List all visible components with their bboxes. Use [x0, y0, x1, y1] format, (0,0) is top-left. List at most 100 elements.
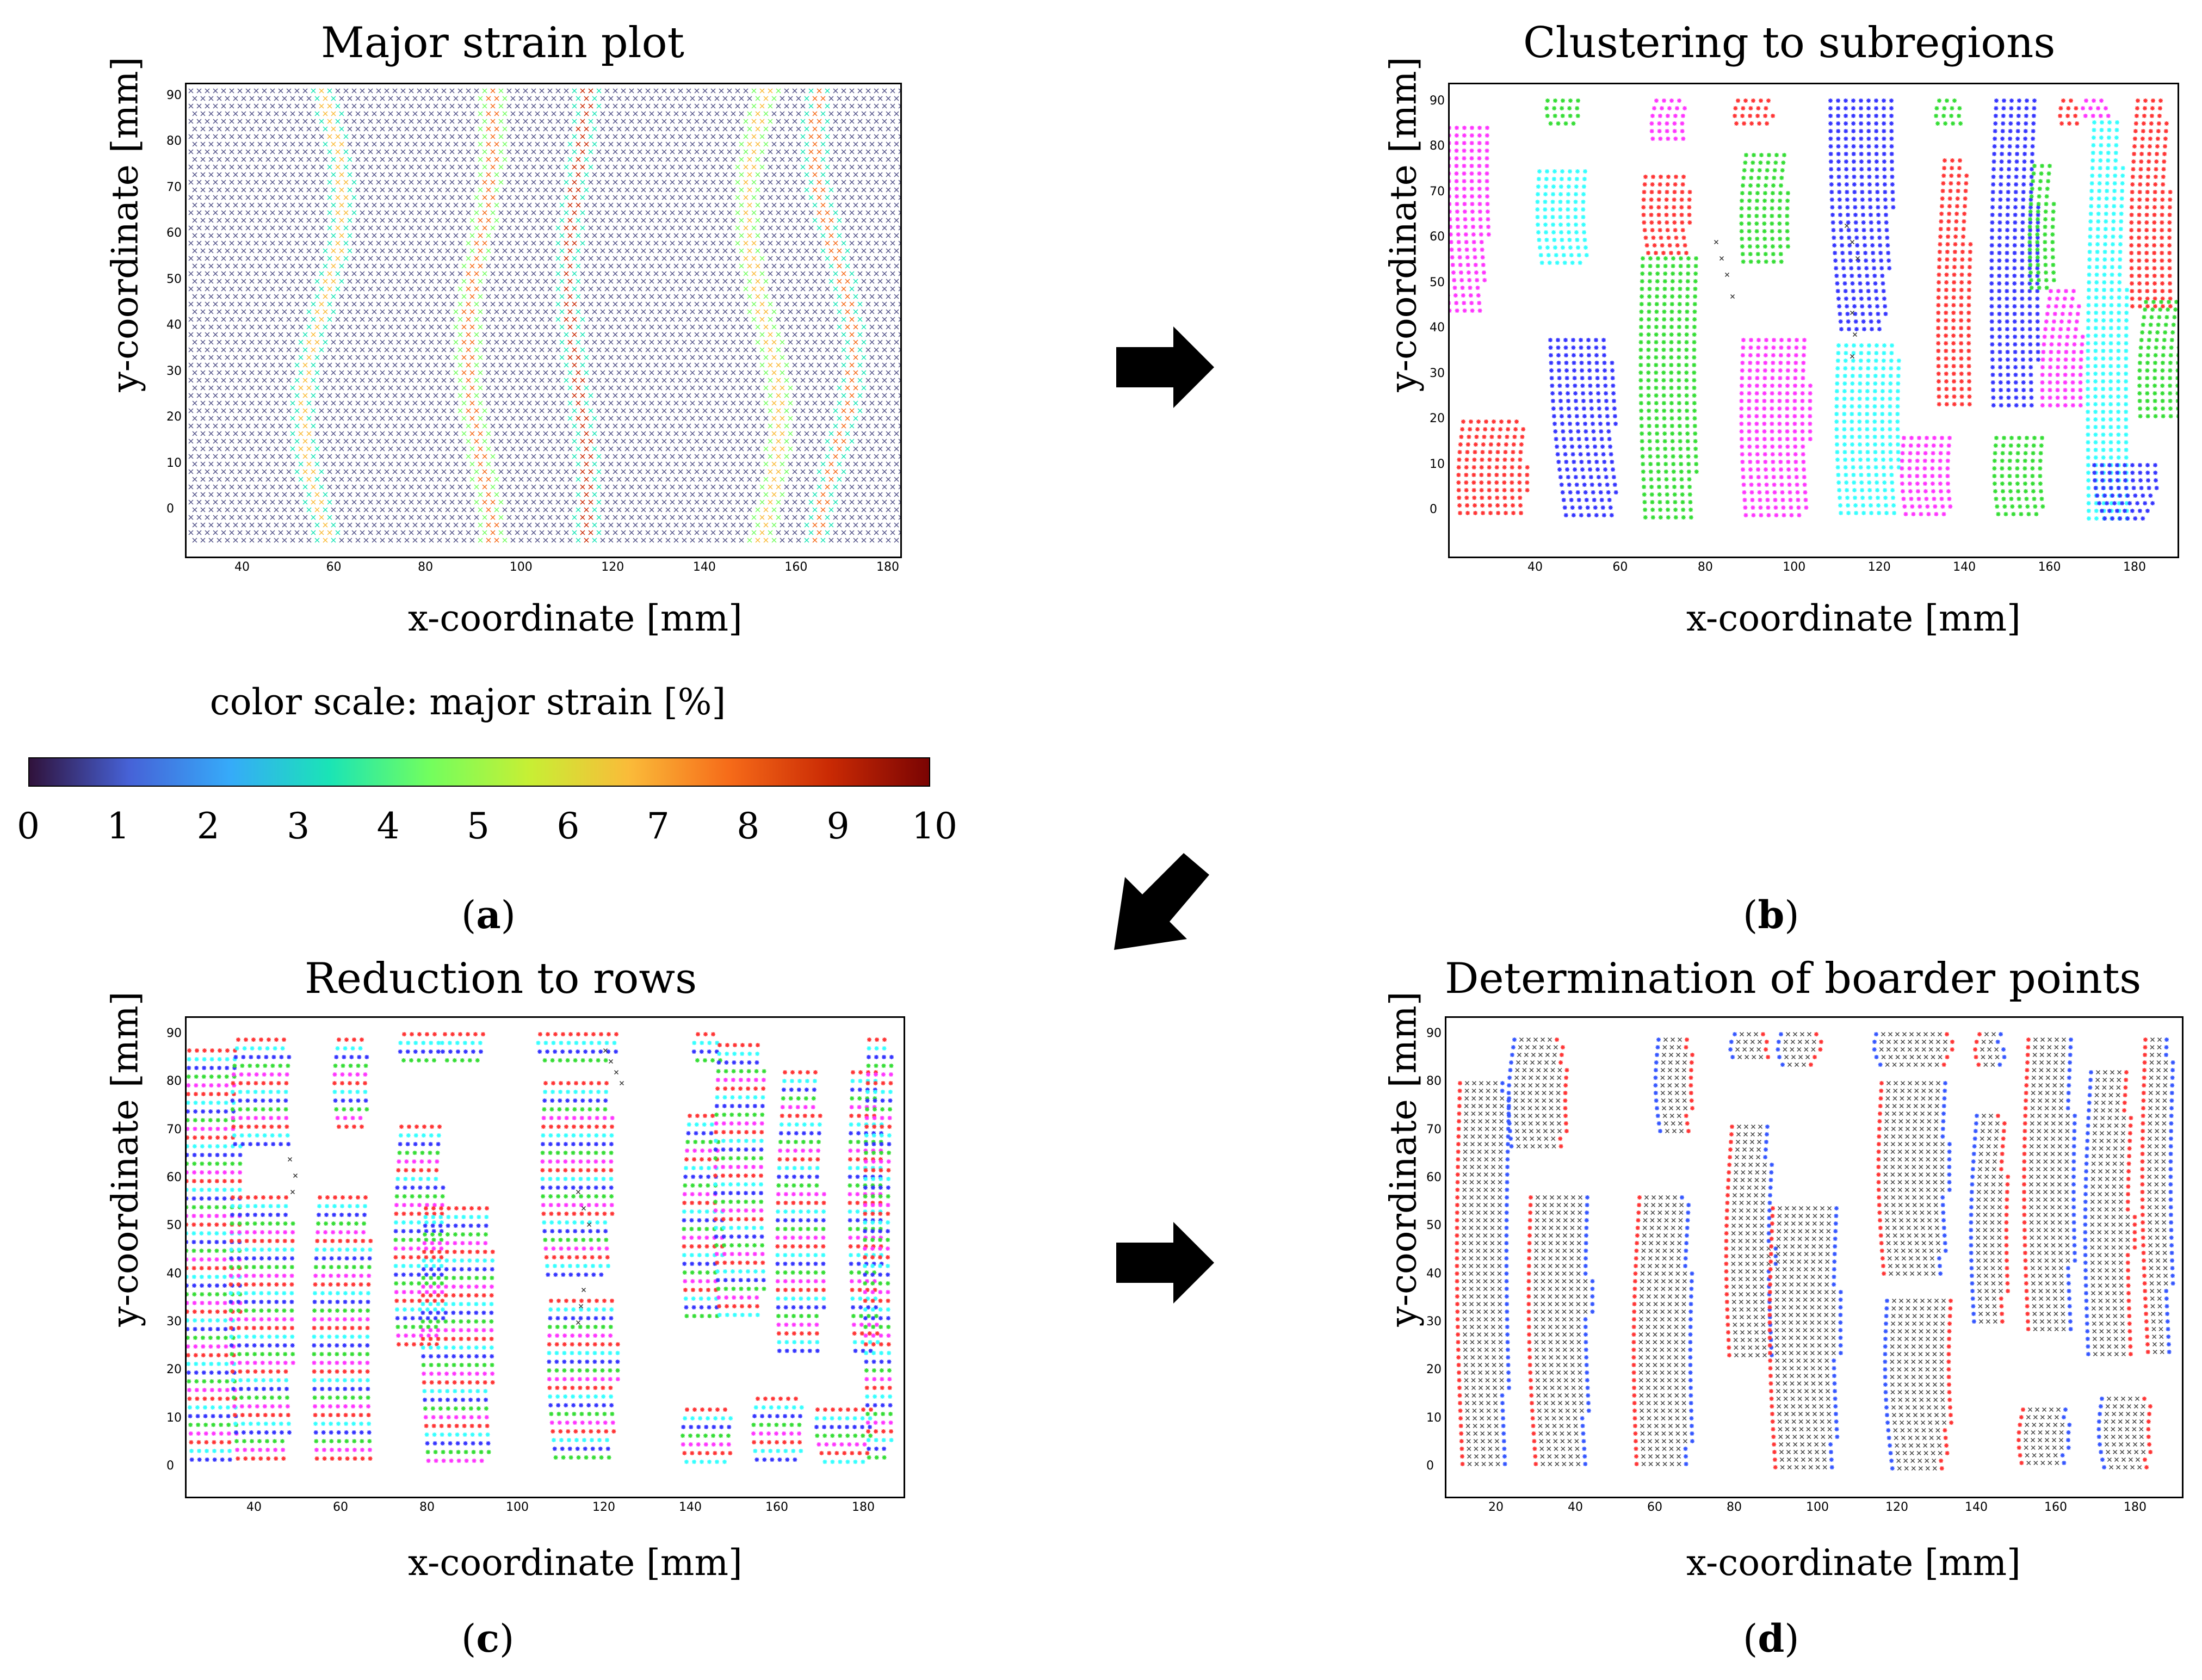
strain-marker	[461, 202, 467, 208]
strain-marker	[469, 461, 475, 467]
strain-marker	[670, 119, 675, 124]
strain-marker	[294, 88, 300, 94]
strain-marker	[857, 484, 863, 490]
strain-marker	[604, 164, 610, 170]
strain-marker	[621, 119, 626, 124]
strain-marker	[776, 423, 781, 429]
strain-marker	[294, 103, 300, 109]
strain-marker	[572, 515, 577, 520]
strain-marker	[298, 324, 304, 330]
strain-marker	[719, 286, 724, 292]
strain-marker	[894, 446, 899, 452]
strain-marker	[302, 195, 308, 200]
strain-marker	[784, 423, 789, 429]
strain-marker	[763, 355, 769, 360]
strain-marker	[306, 492, 312, 497]
strain-marker	[270, 164, 275, 170]
strain-marker	[865, 195, 871, 200]
strain-marker	[792, 454, 797, 459]
strain-marker	[262, 393, 267, 398]
strain-marker	[869, 324, 875, 330]
strain-marker	[600, 370, 605, 375]
strain-marker	[710, 454, 716, 459]
strain-marker	[221, 378, 226, 383]
strain-marker	[498, 362, 504, 368]
strain-marker	[828, 126, 834, 132]
strain-marker	[217, 492, 222, 497]
strain-marker	[694, 484, 700, 490]
strain-marker	[278, 103, 283, 109]
strain-marker	[653, 271, 659, 276]
strain-marker	[200, 294, 206, 299]
strain-marker	[657, 141, 663, 147]
strain-marker	[743, 134, 749, 139]
strain-marker	[241, 248, 246, 254]
strain-marker	[784, 469, 789, 474]
strain-marker	[200, 477, 206, 482]
strain-marker	[535, 309, 540, 314]
strain-marker	[510, 446, 516, 452]
strain-marker	[253, 286, 259, 292]
strain-marker	[192, 355, 197, 360]
strain-marker	[776, 286, 781, 292]
strain-marker	[339, 248, 344, 254]
strain-marker	[613, 164, 618, 170]
strain-marker	[572, 119, 577, 124]
strain-marker	[719, 164, 724, 170]
strain-marker	[841, 454, 846, 459]
strain-marker	[343, 484, 349, 490]
strain-marker	[327, 210, 332, 215]
strain-marker	[253, 180, 259, 185]
strain-marker	[196, 499, 202, 505]
strain-marker	[331, 96, 336, 101]
strain-marker	[735, 438, 740, 444]
strain-marker	[694, 499, 700, 505]
strain-marker	[686, 454, 691, 459]
strain-marker	[217, 355, 222, 360]
strain-marker	[641, 324, 646, 330]
strain-marker	[804, 400, 809, 406]
strain-marker	[466, 240, 471, 246]
strain-marker	[319, 484, 324, 490]
strain-marker	[388, 263, 393, 269]
strain-marker	[825, 393, 830, 398]
strain-marker	[400, 240, 406, 246]
strain-marker	[665, 461, 671, 467]
strain-marker	[311, 103, 316, 109]
strain-marker	[768, 180, 773, 185]
strain-marker	[208, 477, 214, 482]
strain-marker	[221, 408, 226, 413]
strain-marker	[294, 499, 300, 505]
strain-marker	[857, 149, 863, 155]
strain-marker	[363, 294, 369, 299]
strain-marker	[188, 362, 194, 368]
strain-marker	[796, 202, 801, 208]
strain-marker	[588, 134, 593, 139]
strain-marker	[196, 88, 202, 94]
strain-marker	[360, 271, 365, 276]
strain-marker	[849, 454, 855, 459]
strain-marker	[233, 309, 238, 314]
strain-marker	[567, 385, 573, 391]
strain-marker	[515, 195, 520, 200]
strain-marker	[270, 423, 275, 429]
strain-marker	[604, 438, 610, 444]
strain-marker	[388, 385, 393, 391]
strain-marker	[515, 469, 520, 474]
strain-marker	[531, 119, 536, 124]
strain-marker	[621, 423, 626, 429]
strain-marker	[396, 233, 401, 238]
strain-marker	[788, 233, 793, 238]
strain-marker	[474, 271, 479, 276]
strain-marker	[629, 164, 634, 170]
strain-marker	[196, 240, 202, 246]
strain-marker	[425, 149, 430, 155]
strain-marker	[812, 248, 818, 254]
strain-marker	[555, 240, 561, 246]
strain-marker	[755, 477, 760, 482]
strain-marker	[833, 469, 838, 474]
strain-marker	[213, 499, 218, 505]
strain-marker	[771, 172, 777, 177]
strain-marker	[262, 484, 267, 490]
strain-marker	[376, 256, 381, 261]
